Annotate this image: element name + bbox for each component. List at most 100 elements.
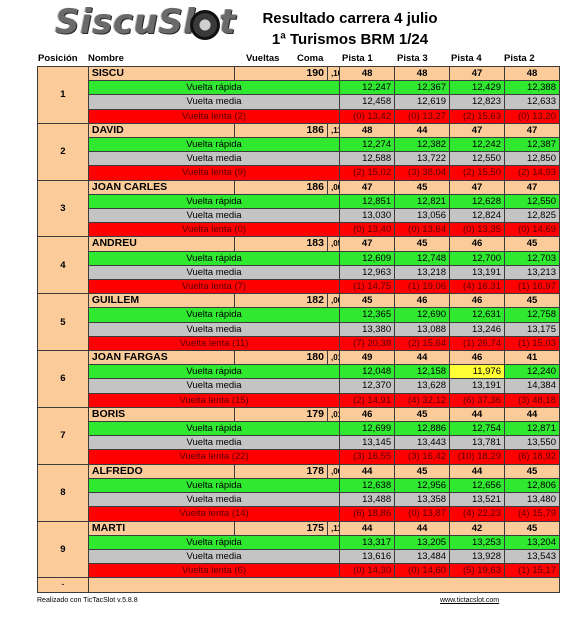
fast-lap-row: Vuelta rápida 12,699 12,886 12,754 12,871: [38, 421, 560, 437]
lane-laps-cell: 44: [449, 463, 505, 479]
lane-laps-cell: 45: [394, 406, 451, 423]
slow-lap-time: (0) 13,35: [449, 222, 505, 238]
fast-lap-time: 13,205: [394, 534, 451, 550]
mid-lap-row: Vuelta media 12,370 13,628 13,191 14,384: [38, 378, 560, 394]
slow-lap-time: (6) 18,86: [339, 506, 396, 522]
fast-lap-time: 12,699: [339, 421, 396, 437]
lane-laps-cell: 45: [504, 236, 560, 252]
driver-name: SISCU: [87, 65, 236, 82]
mid-lap-time: 12,588: [339, 151, 396, 167]
lap-label-text: Vuelta lenta: [179, 337, 230, 349]
laps-value: 183: [234, 236, 328, 252]
lap-label-text: Vuelta lenta: [179, 508, 230, 520]
lap-label: Vuelta rápida: [87, 137, 341, 153]
fast-lap-time: 12,700: [449, 250, 505, 266]
slow-lap-time: (6) 37,36: [449, 392, 505, 408]
col-header-laps: Vueltas: [246, 53, 280, 64]
fast-lap-time: 12,631: [449, 307, 505, 323]
lane-laps-cell: 46: [449, 350, 505, 366]
lap-label-text: Vuelta lenta: [181, 224, 232, 236]
fast-lap-time: 12,550: [504, 193, 560, 210]
page-subtitle: 1ª Turismos BRM 1/24: [271, 31, 429, 48]
driver-name: ALFREDO: [87, 463, 236, 479]
slow-lap-count: (6): [234, 565, 247, 577]
laps-value: 186: [234, 122, 328, 139]
mid-lap-time: 13,213: [504, 264, 560, 281]
lap-label: Vuelta rápida: [87, 364, 341, 380]
driver-name: JOAN FARGAS: [87, 350, 236, 366]
slow-lap-time: (0) 13,40: [339, 222, 396, 238]
lap-label: Vuelta media: [87, 94, 341, 110]
fast-lap-time: 12,656: [449, 477, 505, 494]
mid-lap-row: Vuelta media 13,380 13,088 13,246 13,175: [38, 321, 560, 337]
slow-lap-time: (7) 20,38: [339, 335, 396, 352]
fast-lap-row: Vuelta rápida 12,048 12,158 11,976 12,240: [38, 364, 560, 380]
lap-label: Vuelta rápida: [87, 80, 341, 96]
mid-lap-time: 13,380: [339, 321, 396, 337]
mid-lap-time: 13,246: [449, 321, 505, 337]
mid-lap-time: 12,824: [449, 208, 505, 224]
slow-lap-time: (4) 22,23: [449, 506, 505, 522]
col-header-lane-2: Pista 3: [397, 53, 428, 64]
col-header-position: Posición: [38, 53, 78, 64]
slow-lap-row: Vuelta lenta (9) (2) 15,02 (3) 38,04 (2) 15…: [38, 165, 560, 181]
slow-lap-row: Vuelta lenta (7) (1) 14,75 (1) 19,06 (4) 16…: [38, 279, 560, 295]
slow-lap-count: (9): [234, 167, 247, 179]
driver-name: BORIS: [87, 406, 236, 423]
lane-laps-cell: 47: [449, 65, 505, 82]
mid-lap-time: 13,056: [394, 208, 451, 224]
fast-lap-time: 12,382: [394, 137, 451, 153]
lane-laps-cell: 49: [339, 350, 396, 366]
comma-value: ,112: [326, 122, 341, 139]
fast-lap-row: Vuelta rápida 13,317 13,205 13,253 13,204: [38, 534, 560, 550]
laps-value: 182: [234, 293, 328, 309]
lap-label-text: Vuelta lenta: [181, 281, 232, 293]
fast-lap-time: 12,851: [339, 193, 396, 210]
slow-lap-time: (10) 18,29: [449, 449, 505, 465]
fast-lap-time: 12,806: [504, 477, 560, 494]
lap-label-text: Vuelta lenta: [179, 451, 230, 463]
lap-label: Vuelta rápida: [87, 477, 341, 494]
fast-lap-time: 13,317: [339, 534, 396, 550]
slow-lap-row: Vuelta lenta (6) (0) 14,30 (0) 14,60 (5) 19…: [38, 563, 560, 579]
lap-label: Vuelta media: [87, 435, 341, 451]
fast-lap-time: 12,240: [504, 364, 560, 380]
slow-lap-time: (2) 15,64: [394, 335, 451, 352]
laps-value: 178: [234, 463, 328, 479]
mid-lap-time: 13,358: [394, 492, 451, 508]
lap-label: Vuelta lenta (0): [87, 222, 341, 238]
slow-lap-time: (1) 16,97: [504, 279, 560, 295]
col-header-lane-1: Pista 1: [342, 53, 373, 64]
slow-lap-time: (0) 13,20: [504, 108, 560, 124]
page-title: Resultado carrera 4 julio: [262, 10, 438, 27]
lane-laps-cell: 47: [504, 179, 560, 195]
wheel-icon: [190, 10, 220, 40]
mid-lap-time: 13,480: [504, 492, 560, 508]
fast-lap-row: Vuelta rápida 12,609 12,748 12,700 12,703: [38, 250, 560, 266]
lap-label: Vuelta lenta (15): [87, 392, 341, 408]
driver-name: ANDREU: [87, 236, 236, 252]
slow-lap-count: (7): [234, 281, 247, 293]
comma-value: ,000: [326, 293, 341, 309]
position-cell: -: [37, 577, 89, 593]
comma-value: ,060: [326, 463, 341, 479]
slow-lap-time: (0) 14,30: [339, 563, 396, 579]
lane-laps-cell: 48: [504, 65, 560, 82]
slow-lap-time: (4) 16,31: [449, 279, 505, 295]
mid-lap-row: Vuelta media 13,145 13,443 13,781 13,550: [38, 435, 560, 451]
slow-lap-time: (2) 14,93: [504, 165, 560, 181]
fast-lap-row: Vuelta rápida 12,851 12,821 12,628 12,550: [38, 193, 560, 210]
footer-link[interactable]: www.tictacslot.com: [440, 597, 500, 604]
col-header-comma: Coma: [297, 53, 324, 64]
slow-lap-time: (1) 15,17: [504, 563, 560, 579]
mid-lap-time: 13,616: [339, 548, 396, 565]
mid-lap-time: 12,823: [449, 94, 505, 110]
lane-laps-cell: 47: [339, 236, 396, 252]
lap-label: Vuelta media: [87, 492, 341, 508]
mid-lap-time: 13,488: [339, 492, 396, 508]
lane-laps-cell: 47: [339, 179, 396, 195]
slow-lap-count: (15): [231, 394, 249, 406]
mid-lap-time: 12,633: [504, 94, 560, 110]
lane-laps-cell: 45: [504, 520, 560, 536]
